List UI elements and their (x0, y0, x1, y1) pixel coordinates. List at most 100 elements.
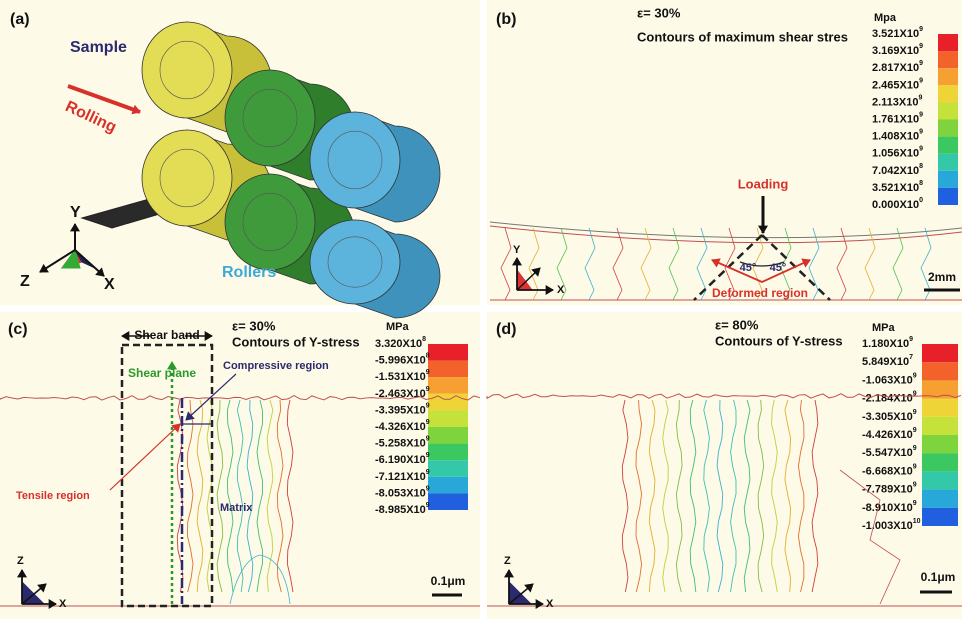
legend-mantissa: -1.003X10 (862, 520, 913, 532)
roller-face (142, 22, 232, 118)
title: Contours of Y-stress (715, 333, 843, 348)
colorbar-swatch (428, 361, 468, 378)
legend-label: 2.113X109 (872, 94, 923, 108)
colorbar-swatch (428, 444, 468, 461)
legend-mantissa: -8.910X10 (862, 502, 913, 514)
legend-exponent: 9 (919, 77, 923, 84)
legend-mantissa: -6.190X10 (375, 454, 426, 466)
legend-label: -1.531X109 (375, 369, 430, 383)
legend-label: -7.789X109 (862, 481, 917, 495)
axis-y: Y (513, 244, 521, 256)
legend-exponent: 9 (426, 419, 430, 426)
legend-exponent: 9 (913, 409, 917, 416)
angle: 45° (740, 262, 757, 274)
colorbar-swatch (428, 460, 468, 477)
legend-exponent: 9 (909, 336, 913, 343)
colorbar-swatch (922, 399, 958, 417)
legend-label: -8.053X109 (375, 485, 430, 499)
legend-exponent: 9 (426, 469, 430, 476)
legend-label: -3.305X109 (862, 409, 917, 423)
legend-label: -3.395X109 (375, 402, 430, 416)
legend-exponent: 9 (919, 111, 923, 118)
colorbar-swatch (922, 490, 958, 508)
colorbar-swatch (938, 171, 958, 188)
legend-mantissa: 2.113X10 (872, 96, 919, 108)
colorbar-swatch (922, 344, 958, 362)
roller-face (310, 112, 400, 208)
legend-label: -6.668X109 (862, 463, 917, 477)
legend-mantissa: 1.761X10 (872, 113, 919, 125)
colorbar-swatch (938, 188, 958, 205)
colorbar-swatch (428, 477, 468, 494)
legend-label: 3.521X108 (872, 180, 923, 194)
colorbar-swatch (922, 435, 958, 453)
strain: ε= 80% (715, 317, 759, 332)
legend-exponent: 9 (919, 128, 923, 135)
legend-exponent: 9 (919, 146, 923, 153)
scale-bar-label: 0.1μm (431, 574, 466, 588)
strain: ε= 30% (637, 5, 681, 20)
colorbar-swatch (938, 68, 958, 85)
legend-label: 0.000X100 (872, 197, 923, 211)
legend-mantissa: -4.426X10 (862, 429, 913, 441)
legend-label: 1.408X109 (872, 128, 923, 142)
legend-mantissa: 3.320X10 (375, 338, 422, 350)
legend-exponent: 9 (426, 452, 430, 459)
legend-exponent: 7 (909, 354, 913, 361)
figure: (a)SampleRollingRollersYZX(b)ε= 30%Conto… (0, 0, 962, 619)
legend-label: -5.996X108 (375, 352, 430, 366)
legend-exponent: 9 (913, 481, 917, 488)
legend-mantissa: -2.184X10 (862, 393, 913, 405)
legend-mantissa: 3.521X10 (872, 28, 919, 40)
legend-mantissa: -1.063X10 (862, 374, 913, 386)
legend-mantissa: -7.121X10 (375, 471, 426, 483)
colorbar-swatch (938, 51, 958, 68)
legend-mantissa: 0.000X10 (872, 199, 919, 211)
roller-face (142, 130, 232, 226)
roller-face (225, 70, 315, 166)
legend-label: 3.169X109 (872, 43, 923, 57)
legend-exponent: 9 (919, 26, 923, 33)
legend-mantissa: -4.326X10 (375, 421, 426, 433)
legend-mantissa: 1.408X10 (872, 131, 919, 143)
legend-label: 1.761X109 (872, 111, 923, 125)
colorbar-swatch (428, 394, 468, 411)
legend-mantissa: 3.169X10 (872, 45, 919, 57)
colorbar-swatch (938, 85, 958, 102)
tensile: Tensile region (16, 490, 90, 502)
legend-mantissa: -8.985X10 (375, 504, 426, 516)
legend-exponent: 0 (919, 197, 923, 204)
sample-label: Sample (70, 39, 127, 56)
colorbar-swatch (938, 154, 958, 171)
colorbar-swatch (428, 344, 468, 361)
legend-exponent: 9 (919, 60, 923, 67)
colorbar-swatch (938, 137, 958, 154)
region: Deformed region (712, 286, 808, 300)
shear-plane: Shear plane (128, 366, 196, 380)
legend-label: 2.817X109 (872, 60, 923, 74)
label: (d) (496, 321, 516, 338)
legend-exponent: 9 (913, 463, 917, 470)
label: (c) (8, 321, 28, 338)
legend-exponent: 9 (919, 43, 923, 50)
axis-x: X (104, 276, 115, 293)
legend-exponent: 8 (426, 352, 430, 359)
legend-mantissa: 2.817X10 (872, 62, 919, 74)
legend-exponent: 8 (919, 180, 923, 187)
colorbar-swatch (938, 102, 958, 119)
legend-exponent: 9 (913, 500, 917, 507)
colorbar-swatch (922, 508, 958, 526)
legend-mantissa: -6.668X10 (862, 465, 913, 477)
axis-z: Z (17, 555, 24, 567)
legend-mantissa: -5.996X10 (375, 355, 426, 367)
legend-label: -8.910X109 (862, 500, 917, 514)
strain: ε= 30% (232, 318, 276, 333)
matrix: Matrix (220, 502, 253, 514)
legend-label: 1.056X109 (872, 146, 923, 160)
legend-label: -6.190X109 (375, 452, 430, 466)
legend-label: 7.042X108 (872, 163, 923, 177)
legend-label: -1.063X109 (862, 372, 917, 386)
legend-mantissa: -1.531X10 (375, 371, 426, 383)
legend-exponent: 9 (426, 386, 430, 393)
legend-mantissa: 3.521X10 (872, 182, 919, 194)
